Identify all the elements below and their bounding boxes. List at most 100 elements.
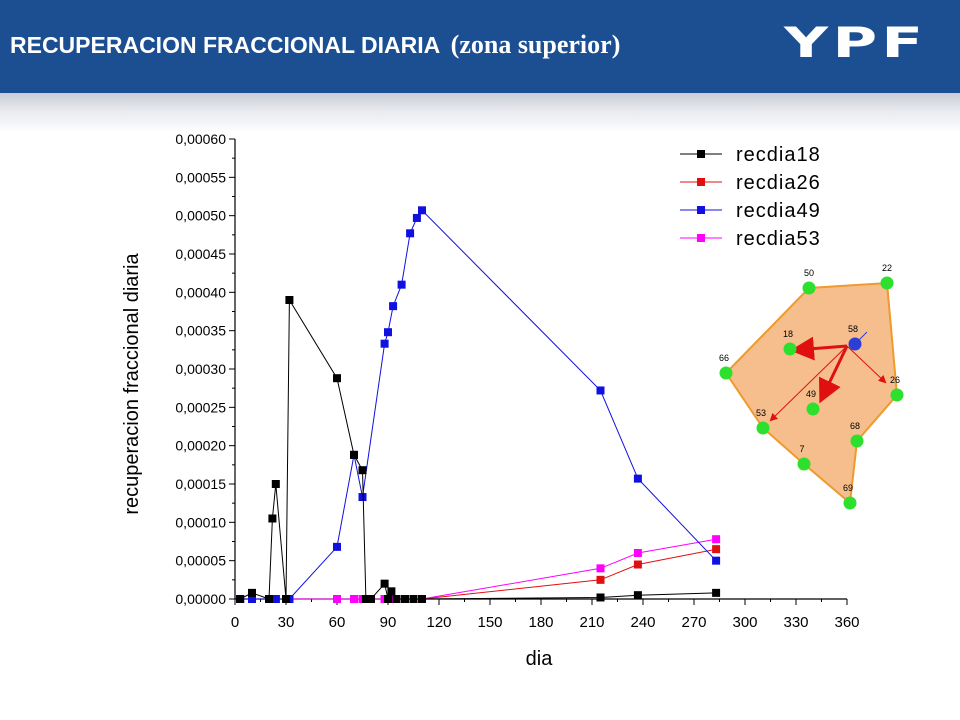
y-tick-label: 0,00050 <box>175 208 226 224</box>
producer-well-68 <box>850 434 864 448</box>
x-tick-label: 360 <box>834 614 859 631</box>
data-point-recdia53 <box>712 535 721 544</box>
flow-arrow <box>790 336 848 361</box>
ypf-logo: YPF <box>784 18 928 67</box>
y-tick-label: 0,00000 <box>175 591 226 607</box>
x-tick-label: 240 <box>630 614 655 631</box>
data-point-recdia18 <box>350 450 358 459</box>
y-tick-label: 0,00030 <box>175 361 226 377</box>
data-point-recdia18 <box>712 588 721 597</box>
data-point-recdia26 <box>712 545 721 554</box>
data-point-recdia49 <box>596 386 605 395</box>
data-point-recdia18 <box>361 595 370 603</box>
well-label-22: 22 <box>882 263 892 273</box>
well-label-69: 69 <box>843 483 853 493</box>
data-point-recdia49 <box>412 213 421 222</box>
data-point-recdia18 <box>248 588 256 597</box>
data-point-recdia18 <box>333 374 341 383</box>
data-point-recdia18 <box>285 296 294 304</box>
data-point-recdia18 <box>268 514 277 523</box>
data-point-recdia49 <box>389 302 398 311</box>
data-point-recdia18 <box>392 595 401 603</box>
x-axis-title: dia <box>526 648 554 670</box>
data-point-recdia49 <box>248 595 256 603</box>
x-tick-label: 180 <box>528 614 553 631</box>
data-point-recdia18 <box>418 595 426 603</box>
producer-well-22 <box>880 276 894 290</box>
data-point-recdia53 <box>633 549 642 557</box>
x-tick-label: 30 <box>278 614 295 631</box>
flow-arrow <box>769 345 848 422</box>
legend-label-recdia53: recdia53 <box>736 228 821 250</box>
data-point-recdia18 <box>265 595 273 603</box>
y-tick-label: 0,00005 <box>175 553 226 569</box>
data-point-recdia49 <box>418 206 426 215</box>
legend-label-recdia18: recdia18 <box>736 144 821 166</box>
data-point-recdia53 <box>596 564 605 573</box>
y-tick-label: 0,00055 <box>175 169 226 185</box>
producer-well-18 <box>783 342 797 356</box>
well-label-7: 7 <box>799 444 804 454</box>
x-tick-label: 210 <box>579 614 604 631</box>
data-point-recdia49 <box>406 229 415 238</box>
title-subtitle: (zona superior) <box>450 30 621 59</box>
data-point-recdia49 <box>633 474 642 483</box>
data-point-recdia18 <box>380 579 389 588</box>
legend-marker-recdia53 <box>697 234 705 242</box>
legend-marker-recdia18 <box>697 150 705 158</box>
producer-well-66 <box>719 366 733 380</box>
y-tick-label: 0,00025 <box>175 399 226 415</box>
producer-well-49 <box>806 402 820 416</box>
data-point-recdia18 <box>409 595 418 603</box>
data-point-recdia49 <box>380 339 389 348</box>
data-point-recdia49 <box>712 556 721 565</box>
data-point-recdia53 <box>350 595 358 603</box>
flow-arrow <box>846 345 887 384</box>
producer-well-69 <box>843 496 857 510</box>
data-point-recdia49 <box>358 493 367 502</box>
series-line-recdia49 <box>240 209 717 600</box>
producer-well-26 <box>890 388 904 402</box>
legend-marker-recdia49 <box>697 206 705 214</box>
data-point-recdia18 <box>596 593 605 602</box>
data-point-recdia18 <box>633 591 642 600</box>
data-point-recdia18 <box>271 480 280 488</box>
data-point-recdia18 <box>367 595 375 603</box>
chart-plot-area <box>236 206 721 603</box>
data-point-recdia18 <box>282 595 290 603</box>
data-point-recdia18 <box>401 595 409 603</box>
legend-label-recdia26: recdia26 <box>736 172 821 194</box>
data-point-recdia49 <box>333 542 341 551</box>
y-tick-label: 0,00040 <box>175 284 226 300</box>
injector-well-58 <box>848 337 862 351</box>
x-tick-label: 0 <box>231 614 239 631</box>
x-tick-label: 90 <box>380 614 397 631</box>
data-point-recdia49 <box>384 328 392 337</box>
chart-legend: recdia18 recdia26 recdia49 recdia53 <box>680 144 821 250</box>
y-tick-label: 0,00020 <box>175 438 226 454</box>
well-label-53: 53 <box>756 408 766 418</box>
y-tick-label: 0,00035 <box>175 323 226 339</box>
y-tick-label: 0,00060 <box>175 131 226 147</box>
data-point-recdia53 <box>333 595 341 603</box>
data-point-recdia49 <box>271 595 280 603</box>
data-point-recdia18 <box>384 595 392 603</box>
well-label-18: 18 <box>783 329 793 339</box>
data-point-recdia26 <box>596 575 605 584</box>
well-label-50: 50 <box>804 268 814 278</box>
data-point-recdia26 <box>633 560 642 569</box>
y-tick-label: 0,00010 <box>175 514 226 530</box>
header-shade <box>0 93 960 133</box>
x-tick-label: 60 <box>329 614 346 631</box>
title-main: RECUPERACION FRACCIONAL DIARIA <box>10 32 441 58</box>
producer-well-53 <box>756 421 770 435</box>
well-label-26: 26 <box>890 375 900 385</box>
header-bar: RECUPERACION FRACCIONAL DIARIA (zona sup… <box>0 0 960 93</box>
well-label-68: 68 <box>850 421 860 431</box>
x-tick-label: 300 <box>732 614 757 631</box>
data-point-recdia18 <box>387 587 396 596</box>
y-tick-label: 0,00015 <box>175 476 226 492</box>
y-tick-label: 0,00045 <box>175 246 226 262</box>
flow-arrow <box>818 345 849 404</box>
data-point-recdia49 <box>397 280 406 289</box>
